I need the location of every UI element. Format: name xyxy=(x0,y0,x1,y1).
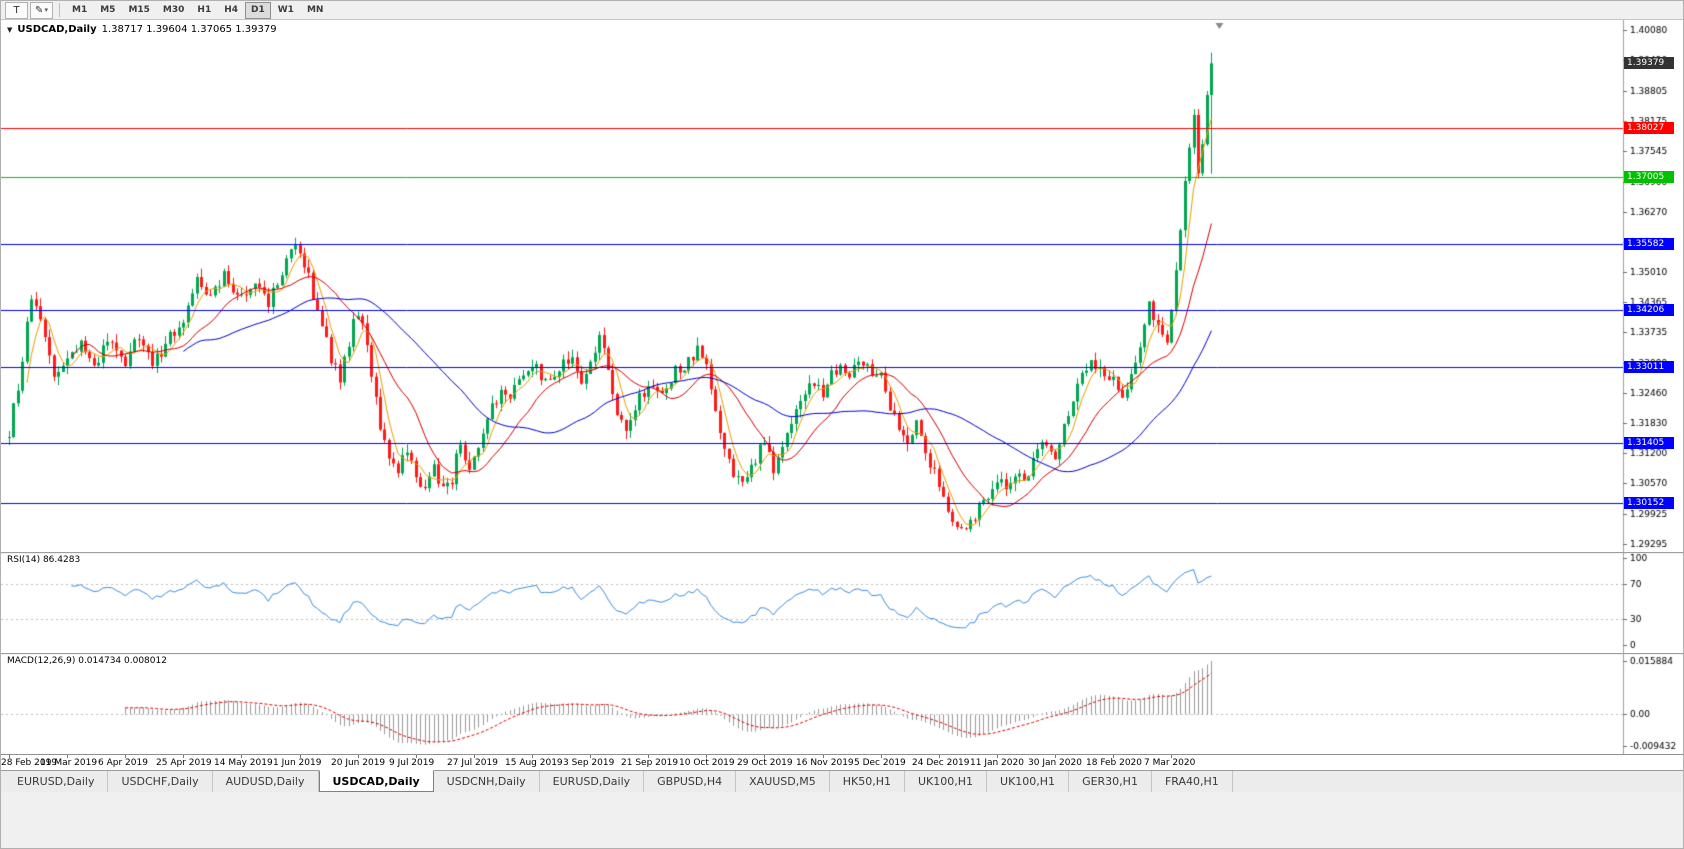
date-axis-tick xyxy=(648,755,649,758)
macd-label: MACD(12,26,9) 0.014734 0.008012 xyxy=(7,656,167,666)
date-axis-tick xyxy=(416,755,417,758)
date-axis-label: 21 Sep 2019 xyxy=(621,758,679,768)
timeframe-button-h1[interactable]: H1 xyxy=(197,5,212,15)
date-axis-label: 11 Jan 2020 xyxy=(970,758,1024,768)
date-axis-label: 29 Oct 2019 xyxy=(737,758,793,768)
tab-usdcnh-daily[interactable]: USDCNH,Daily xyxy=(433,771,540,792)
tab-usdchf-daily[interactable]: USDCHF,Daily xyxy=(108,771,213,792)
tab-audusd-daily[interactable]: AUDUSD,Daily xyxy=(212,771,319,792)
date-axis-label: 30 Jan 2020 xyxy=(1028,758,1082,768)
date-axis-tick xyxy=(474,755,475,758)
timeframe-button-m5[interactable]: M5 xyxy=(100,5,116,15)
tab-eurusd-daily[interactable]: EURUSD,Daily xyxy=(4,771,109,792)
bottom-filler xyxy=(1,792,1683,848)
date-axis-tick xyxy=(1055,755,1056,758)
date-axis-tick xyxy=(939,755,940,758)
toolbar: T ✎ ▾ M1 M5 M15 M30 H1 H4 D1 W1 MN xyxy=(1,1,1683,20)
date-axis-tick xyxy=(67,755,68,758)
date-axis-label: 3 Sep 2019 xyxy=(563,758,615,768)
date-axis-label: 6 Apr 2019 xyxy=(98,758,148,768)
date-axis-label: 10 Oct 2019 xyxy=(679,758,735,768)
dropdown-caret-icon: ▾ xyxy=(44,5,48,14)
date-axis-tick xyxy=(300,755,301,758)
rsi-panel: RSI(14) 86.4283 xyxy=(1,552,1683,653)
timeframe-button-m15[interactable]: M15 xyxy=(128,5,150,15)
macd-canvas[interactable] xyxy=(1,653,1683,754)
macd-panel: MACD(12,26,9) 0.014734 0.008012 xyxy=(1,653,1683,754)
chart-header: ▼ USDCAD,Daily 1.38717 1.39604 1.37065 1… xyxy=(7,24,277,35)
date-axis-label: 1 Jun 2019 xyxy=(273,758,322,768)
date-axis-tick xyxy=(125,755,126,758)
tab-fra40-h1[interactable]: FRA40,H1 xyxy=(1151,771,1233,792)
date-axis-label: 5 Dec 2019 xyxy=(854,758,906,768)
tab-hk50-h1[interactable]: HK50,H1 xyxy=(829,771,905,792)
date-axis-label: 7 Mar 2020 xyxy=(1144,758,1196,768)
date-axis-label: 16 Nov 2019 xyxy=(796,758,854,768)
symbol-dropdown-icon[interactable]: ▼ xyxy=(7,25,13,34)
timeframe-button-d1[interactable]: D1 xyxy=(245,1,271,19)
pencil-icon: ✎ xyxy=(35,4,44,16)
date-axis-label: 25 Apr 2019 xyxy=(156,758,212,768)
date-axis-tick xyxy=(9,755,10,758)
timeframe-button-w1[interactable]: W1 xyxy=(277,5,294,15)
date-axis-tick xyxy=(241,755,242,758)
date-axis-label: 24 Dec 2019 xyxy=(912,758,970,768)
chart-region: ▼ USDCAD,Daily 1.38717 1.39604 1.37065 1… xyxy=(1,20,1683,770)
tab-usdcad-daily[interactable]: USDCAD,Daily xyxy=(318,770,434,792)
tab-uk100-h1[interactable]: UK100,H1 xyxy=(987,771,1070,792)
date-axis[interactable]: 28 Feb 2019 19 Mar 2019 6 Apr 2019 25 Apr 2… xyxy=(1,754,1683,770)
rsi-label: RSI(14) 86.4283 xyxy=(7,555,81,565)
date-axis-tick xyxy=(183,755,184,758)
rsi-canvas[interactable] xyxy=(1,552,1683,653)
main-chart-canvas[interactable] xyxy=(1,20,1683,552)
date-axis-tick xyxy=(823,755,824,758)
date-axis-tick xyxy=(1113,755,1114,758)
timeframe-group: M1 M5 M15 M30 H1 H4 D1 W1 MN xyxy=(66,1,329,19)
date-axis-label: 9 Jul 2019 xyxy=(389,758,435,768)
ohlc-values: 1.38717 1.39604 1.37065 1.39379 xyxy=(101,24,277,35)
tab-uk100-h1[interactable]: UK100,H1 xyxy=(905,771,988,792)
date-axis-tick xyxy=(881,755,882,758)
date-axis-tick xyxy=(358,755,359,758)
timeframe-button-m30[interactable]: M30 xyxy=(162,5,185,15)
date-axis-tick xyxy=(590,755,591,758)
timeframe-button-h4[interactable]: H4 xyxy=(224,5,238,15)
symbol-period-label: USDCAD,Daily xyxy=(17,24,97,35)
date-axis-label: 15 Aug 2019 xyxy=(505,758,563,768)
date-axis-label: 14 May 2019 xyxy=(214,758,273,768)
date-axis-label: 19 Mar 2019 xyxy=(40,758,98,768)
draw-tool-button[interactable]: ✎ ▾ xyxy=(30,1,53,19)
date-axis-tick xyxy=(1171,755,1172,758)
toolbar-separator xyxy=(59,3,60,17)
date-axis-label: 20 Jun 2019 xyxy=(331,758,386,768)
date-axis-label: 27 Jul 2019 xyxy=(447,758,498,768)
date-axis-label: 18 Feb 2020 xyxy=(1086,758,1143,768)
timeframe-button-mn[interactable]: MN xyxy=(306,5,324,15)
main-chart-panel: ▼ USDCAD,Daily 1.38717 1.39604 1.37065 1… xyxy=(1,20,1683,552)
date-axis-tick xyxy=(532,755,533,758)
tab-eurusd-daily[interactable]: EURUSD,Daily xyxy=(539,771,645,792)
timeframe-button-m1[interactable]: M1 xyxy=(72,5,88,15)
date-axis-tick xyxy=(764,755,765,758)
date-axis-tick xyxy=(997,755,998,758)
text-tool-button[interactable]: T xyxy=(5,1,28,19)
tab-gbpusd-h4[interactable]: GBPUSD,H4 xyxy=(644,771,737,792)
tab-xauusd-m5[interactable]: XAUUSD,M5 xyxy=(736,771,830,792)
date-axis-tick xyxy=(706,755,707,758)
date-axis-label: 28 Feb 2019 xyxy=(1,758,58,768)
tab-ger30-h1[interactable]: GER30,H1 xyxy=(1069,771,1152,792)
chart-tab-bar: EURUSD,Daily USDCHF,Daily AUDUSD,Daily USDC… xyxy=(1,770,1683,792)
